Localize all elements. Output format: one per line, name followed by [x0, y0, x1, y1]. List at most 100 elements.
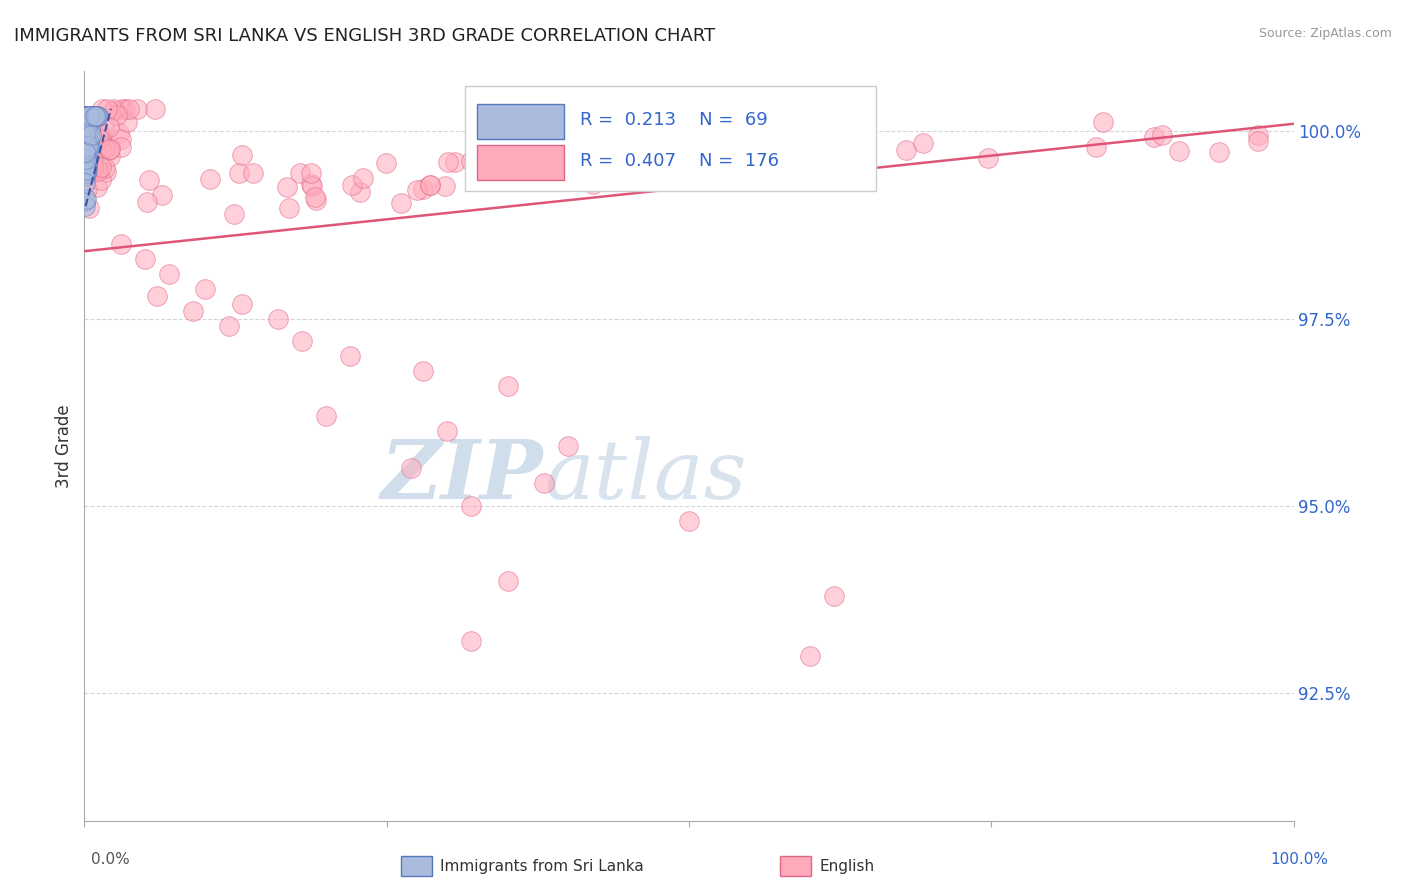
Point: [87, 126, 110, 140]
Point: [1152, 128, 1174, 143]
Point: [73, 139, 96, 153]
Point: [105, 108, 128, 122]
Point: [86, 163, 108, 178]
Point: [75, 161, 97, 175]
Point: [110, 131, 132, 145]
FancyBboxPatch shape: [478, 145, 564, 180]
Point: [288, 166, 311, 180]
Point: [77, 109, 100, 123]
Point: [75, 118, 97, 132]
Point: [84, 109, 107, 123]
Point: [73, 176, 96, 190]
Point: [775, 145, 797, 159]
Point: [77, 109, 100, 123]
Point: [87, 109, 110, 123]
Point: [77, 201, 100, 215]
Point: [76, 109, 98, 123]
Point: [145, 102, 167, 116]
Point: [315, 409, 337, 423]
Point: [73, 128, 96, 142]
Point: [460, 154, 482, 169]
Point: [460, 499, 482, 513]
Point: [79, 164, 101, 178]
Point: [399, 461, 422, 475]
Point: [84, 113, 107, 128]
Point: [111, 102, 134, 116]
Point: [434, 179, 457, 194]
Point: [84, 124, 107, 138]
Point: [76, 169, 98, 183]
Point: [496, 574, 519, 588]
Point: [721, 138, 744, 153]
Point: [82, 134, 104, 148]
Point: [405, 183, 427, 197]
Point: [77, 150, 100, 164]
Point: [77, 142, 100, 156]
Point: [77, 128, 100, 143]
Point: [339, 349, 361, 363]
Point: [146, 289, 169, 303]
Point: [512, 126, 534, 140]
Point: [77, 120, 100, 134]
Point: [80, 128, 103, 143]
Point: [751, 139, 773, 153]
Point: [412, 364, 434, 378]
Point: [103, 103, 125, 118]
Point: [496, 379, 519, 393]
Point: [90, 160, 112, 174]
Point: [75, 169, 97, 183]
Point: [76, 182, 98, 196]
Point: [75, 162, 97, 177]
Point: [200, 172, 222, 186]
Point: [799, 648, 821, 663]
Point: [581, 178, 603, 192]
Point: [690, 151, 713, 165]
Point: [91, 102, 114, 116]
Point: [76, 163, 98, 178]
Point: [222, 207, 245, 221]
Point: [720, 109, 742, 123]
Point: [82, 127, 104, 141]
Point: [375, 156, 398, 170]
Point: [75, 109, 97, 123]
Point: [76, 142, 98, 156]
Point: [80, 109, 103, 123]
Point: [828, 145, 851, 159]
Point: [98, 149, 121, 163]
Point: [77, 134, 100, 148]
Point: [75, 143, 97, 157]
Point: [735, 169, 758, 184]
Point: [90, 130, 112, 145]
Point: [76, 156, 98, 170]
Point: [1247, 134, 1270, 148]
Point: [267, 311, 290, 326]
Point: [90, 173, 112, 187]
Point: [76, 150, 98, 164]
Point: [86, 109, 108, 123]
Point: [86, 155, 108, 169]
Point: [82, 153, 104, 168]
Point: [134, 252, 156, 266]
Point: [82, 109, 104, 123]
Point: [75, 131, 97, 145]
Point: [87, 124, 110, 138]
Point: [75, 138, 97, 153]
Point: [557, 159, 579, 173]
Point: [98, 141, 121, 155]
Point: [84, 109, 107, 123]
Point: [115, 115, 138, 129]
Point: [181, 304, 204, 318]
Point: [77, 153, 100, 168]
Point: [277, 202, 299, 216]
Point: [340, 178, 363, 193]
Point: [565, 118, 588, 132]
Point: [621, 142, 644, 156]
Point: [977, 151, 1000, 165]
Text: R =  0.407    N =  176: R = 0.407 N = 176: [579, 153, 779, 170]
Point: [436, 155, 458, 169]
Point: [389, 195, 412, 210]
Point: [194, 282, 217, 296]
Point: [76, 156, 98, 170]
Y-axis label: 3rd Grade: 3rd Grade: [55, 404, 73, 488]
Point: [242, 166, 264, 180]
